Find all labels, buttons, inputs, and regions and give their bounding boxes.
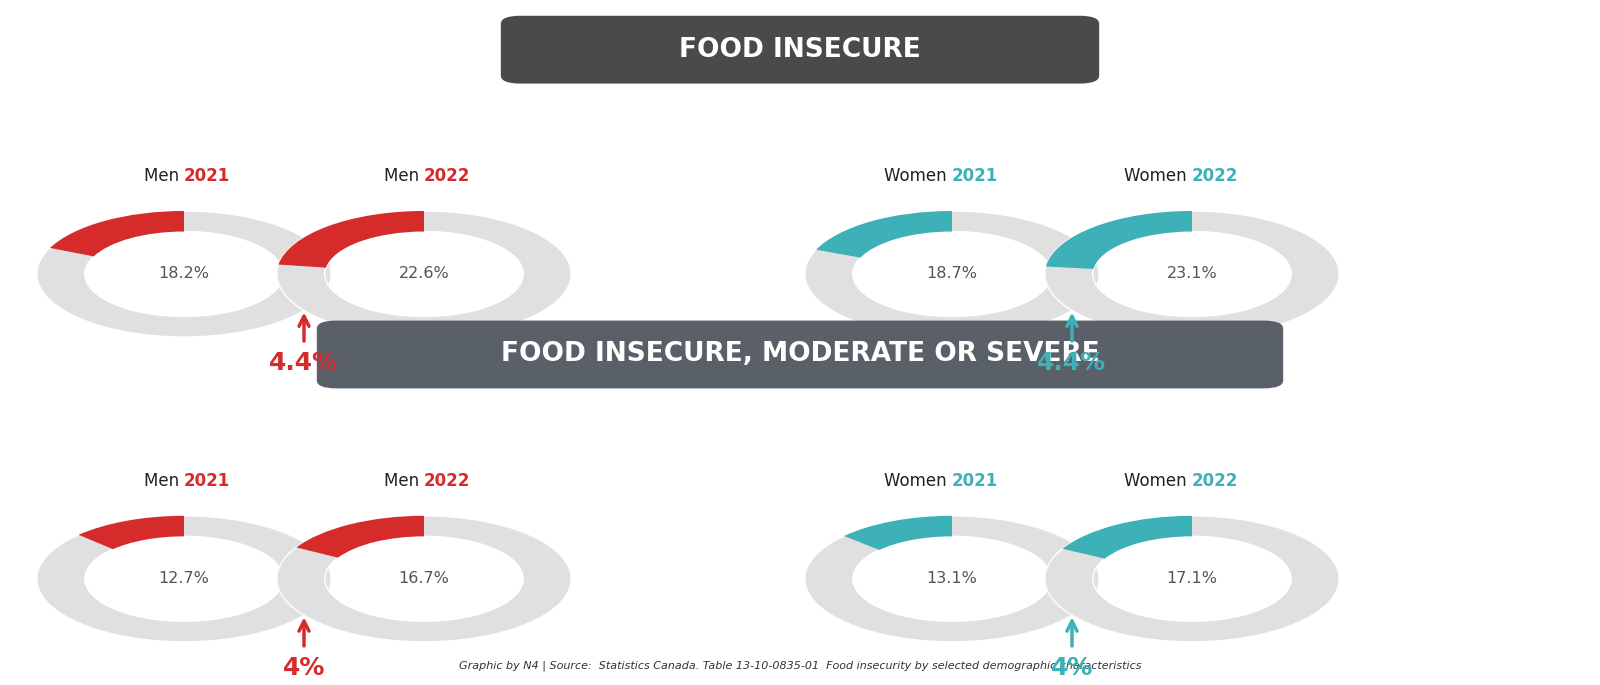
Text: 2021: 2021 bbox=[952, 167, 998, 185]
Wedge shape bbox=[816, 211, 952, 258]
Text: 4%: 4% bbox=[283, 656, 325, 680]
Text: 4%: 4% bbox=[1051, 656, 1093, 680]
Text: 2021: 2021 bbox=[952, 472, 998, 490]
Text: Women: Women bbox=[885, 472, 952, 490]
Text: Men: Men bbox=[384, 472, 424, 490]
Text: 23.1%: 23.1% bbox=[1166, 266, 1218, 282]
Text: 2022: 2022 bbox=[1192, 472, 1238, 490]
Text: FOOD INSECURE, MODERATE OR SEVERE: FOOD INSECURE, MODERATE OR SEVERE bbox=[501, 342, 1099, 367]
Text: Women: Women bbox=[1125, 472, 1192, 490]
Text: 13.1%: 13.1% bbox=[926, 571, 978, 586]
Text: Graphic by N4 | Source:  Statistics Canada. Table 13-10-0835-01  Food insecurity: Graphic by N4 | Source: Statistics Canad… bbox=[459, 661, 1141, 671]
Text: Men: Men bbox=[144, 472, 184, 490]
Wedge shape bbox=[1045, 211, 1339, 337]
Text: 17.1%: 17.1% bbox=[1166, 571, 1218, 586]
Text: 18.2%: 18.2% bbox=[158, 266, 210, 282]
Text: Men: Men bbox=[144, 167, 184, 185]
Text: 16.7%: 16.7% bbox=[398, 571, 450, 586]
Wedge shape bbox=[805, 211, 1099, 337]
Text: 2021: 2021 bbox=[184, 167, 230, 185]
Wedge shape bbox=[37, 516, 331, 642]
FancyBboxPatch shape bbox=[501, 16, 1099, 84]
Wedge shape bbox=[1062, 516, 1192, 558]
Wedge shape bbox=[78, 516, 184, 549]
Wedge shape bbox=[37, 211, 331, 337]
FancyBboxPatch shape bbox=[317, 321, 1283, 388]
Text: FOOD INSECURE: FOOD INSECURE bbox=[678, 37, 922, 62]
Text: Men: Men bbox=[384, 167, 424, 185]
Wedge shape bbox=[50, 211, 184, 256]
Wedge shape bbox=[1045, 516, 1339, 642]
Wedge shape bbox=[278, 211, 424, 268]
Text: 22.6%: 22.6% bbox=[398, 266, 450, 282]
Text: 4.4%: 4.4% bbox=[269, 351, 339, 375]
Wedge shape bbox=[1046, 211, 1192, 269]
Text: 12.7%: 12.7% bbox=[158, 571, 210, 586]
Text: 2022: 2022 bbox=[1192, 167, 1238, 185]
Wedge shape bbox=[805, 516, 1099, 642]
Wedge shape bbox=[296, 516, 424, 558]
Wedge shape bbox=[845, 516, 952, 550]
Text: 2021: 2021 bbox=[184, 472, 230, 490]
Wedge shape bbox=[277, 211, 571, 337]
Text: 2022: 2022 bbox=[424, 472, 470, 490]
Text: 18.7%: 18.7% bbox=[926, 266, 978, 282]
Wedge shape bbox=[277, 516, 571, 642]
Text: Women: Women bbox=[1125, 167, 1192, 185]
Text: Women: Women bbox=[885, 167, 952, 185]
Text: 2022: 2022 bbox=[424, 167, 470, 185]
Text: 4.4%: 4.4% bbox=[1037, 351, 1107, 375]
